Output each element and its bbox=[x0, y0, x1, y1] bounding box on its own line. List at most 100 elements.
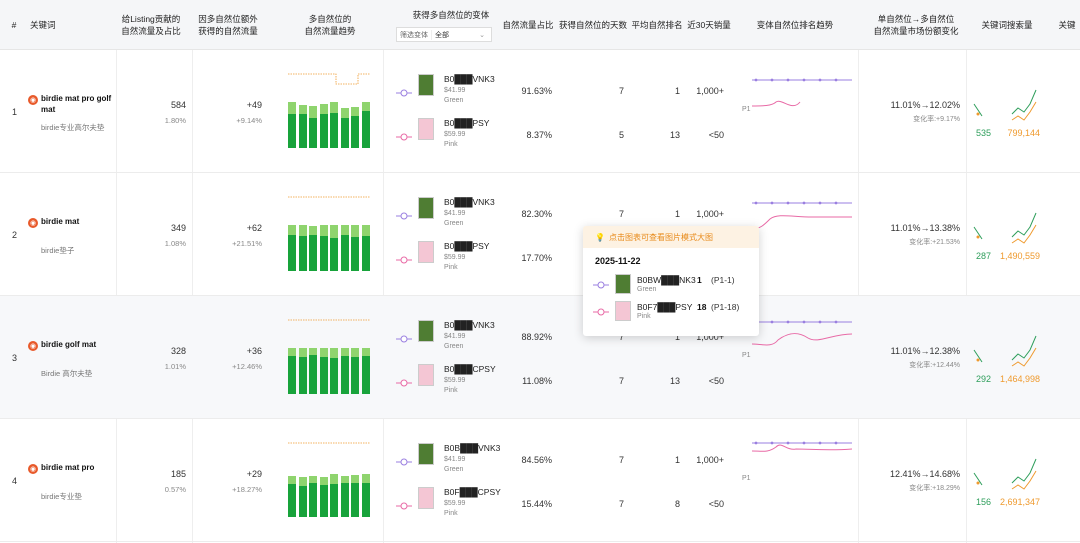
traffic-bar-chart[interactable] bbox=[288, 348, 370, 394]
chevron-down-icon: ⌄ bbox=[479, 31, 485, 39]
variant-share: 82.30% bbox=[521, 209, 552, 219]
variant-item[interactable]: B0███PSY $59.99 Pink bbox=[396, 118, 516, 158]
product-thumbnail[interactable] bbox=[418, 487, 434, 509]
variant-item[interactable]: B0███VNK3 $41.99 Green bbox=[396, 74, 516, 114]
variant-asin[interactable]: B0███PSY bbox=[444, 241, 490, 251]
variant-asin[interactable]: B0███VNK3 bbox=[444, 320, 495, 330]
extra-pct: +21.51% bbox=[232, 239, 262, 248]
share-change-value: 12.41%→14.68% bbox=[889, 469, 960, 479]
variant-color: Green bbox=[444, 97, 464, 104]
keyword-link[interactable]: birdie mat bbox=[41, 217, 80, 226]
tooltip-hint[interactable]: 💡 点击图表可查看图片模式大图 bbox=[583, 226, 759, 248]
variant-price: $41.99 bbox=[444, 456, 466, 463]
share-change-rate: 变化率:+18.29% bbox=[909, 485, 960, 492]
keyword-link[interactable]: birdie golf mat bbox=[41, 340, 97, 349]
col-share-change[interactable]: 单自然位→多自然位 自然流量市场份额变化 bbox=[873, 14, 959, 36]
product-thumbnail[interactable] bbox=[418, 443, 434, 465]
keyword-link[interactable]: birdie mat pro bbox=[41, 463, 95, 472]
traffic-bar bbox=[288, 102, 296, 148]
variant-days: 7 bbox=[618, 376, 624, 386]
keyword-translation: birdie垫子 bbox=[41, 246, 75, 255]
table-row[interactable]: 4 ◉ birdie mat pro birdie专业垫 185 0.57% +… bbox=[0, 419, 1080, 542]
col-avg-rank[interactable]: 平均自然排名 bbox=[631, 20, 683, 30]
product-thumbnail[interactable] bbox=[418, 197, 434, 219]
traffic-bar bbox=[288, 348, 296, 394]
traffic-bar bbox=[298, 348, 307, 394]
variant-asin[interactable]: B0███VNK3 bbox=[444, 197, 495, 207]
variant-share: 84.56% bbox=[521, 455, 552, 465]
variant-asin[interactable]: B0███PSY bbox=[444, 118, 490, 128]
col-sales30[interactable]: 近30天销量 bbox=[687, 20, 731, 30]
multi-trend-line bbox=[288, 442, 370, 444]
variant-share: 15.44% bbox=[521, 499, 552, 509]
product-thumbnail[interactable] bbox=[418, 241, 434, 263]
variant-asin[interactable]: B0███VNK3 bbox=[444, 74, 495, 84]
p1-axis-label: P1 bbox=[742, 475, 751, 482]
traffic-bar bbox=[319, 225, 328, 271]
product-thumbnail[interactable] bbox=[418, 320, 434, 342]
traffic-bar bbox=[340, 108, 349, 148]
variant-item[interactable]: B0B███VNK3 $41.99 Green bbox=[396, 443, 516, 483]
search-volume-orange: 799,144 bbox=[1007, 128, 1040, 138]
traffic-bar-chart[interactable] bbox=[288, 225, 370, 271]
keyword-translation: birdie专业垫 bbox=[41, 492, 82, 501]
keyword-translation: birdie专业高尔夫垫 bbox=[41, 123, 105, 132]
col-search-volume[interactable]: 关键词搜索量 bbox=[981, 20, 1033, 30]
col-extra-traffic[interactable]: 因多自然位额外 获得的自然流量 bbox=[198, 14, 258, 36]
col-idx: # bbox=[11, 20, 17, 30]
tooltip-date: 2025-11-22 bbox=[595, 256, 641, 266]
contrib-pct: 1.01% bbox=[164, 362, 186, 371]
keyword-translation: Birdie 高尔夫垫 bbox=[41, 369, 93, 378]
traffic-bar bbox=[319, 348, 328, 394]
variant-sales: <50 bbox=[708, 130, 724, 140]
traffic-bar bbox=[298, 477, 307, 517]
variant-item[interactable]: B0███VNK3 $41.99 Green bbox=[396, 320, 516, 360]
variant-sales: <50 bbox=[708, 376, 724, 386]
product-thumbnail[interactable] bbox=[418, 74, 434, 96]
table-row[interactable]: 3 ◉ birdie golf mat Birdie 高尔夫垫 328 1.01… bbox=[0, 296, 1080, 419]
product-thumbnail[interactable] bbox=[418, 118, 434, 140]
keyword-link[interactable]: birdie mat pro golf mat bbox=[41, 94, 112, 114]
keyword-badge-icon: ◉ bbox=[28, 218, 38, 228]
purple-line-marker-icon bbox=[396, 335, 412, 343]
col-keyword[interactable]: 关键词 bbox=[30, 20, 56, 30]
product-thumbnail bbox=[615, 301, 631, 321]
share-change-rate: 变化率:+9.17% bbox=[913, 116, 960, 123]
col-listing-contrib[interactable]: 给Listing贡献的 自然流量及占比 bbox=[121, 14, 181, 36]
variant-filter-select[interactable]: 筛选变体 全部 ⌄ bbox=[396, 27, 492, 42]
table-row[interactable]: 1 ◉ birdie mat pro golf mat birdie专业高尔夫垫… bbox=[0, 50, 1080, 173]
search-volume-orange: 1,490,559 bbox=[999, 251, 1040, 261]
variant-sales: 1,000+ bbox=[696, 332, 724, 342]
traffic-bar bbox=[298, 105, 307, 148]
variant-asin[interactable]: B0F███CPSY bbox=[444, 487, 501, 497]
variant-avg-rank: 1 bbox=[674, 86, 680, 96]
traffic-bar-chart[interactable] bbox=[288, 471, 370, 517]
p1-axis-label: P1 bbox=[742, 106, 751, 113]
variant-price: $41.99 bbox=[444, 333, 466, 340]
variant-asin[interactable]: B0B███VNK3 bbox=[444, 443, 501, 453]
col-share[interactable]: 自然流量占比 bbox=[502, 20, 554, 30]
search-volume-green: 287 bbox=[976, 251, 992, 261]
traffic-bar bbox=[309, 106, 318, 148]
variant-avg-rank: 1 bbox=[674, 332, 680, 342]
variant-item[interactable]: B0███PSY $59.99 Pink bbox=[396, 241, 516, 281]
col-days[interactable]: 获得自然位的天数 bbox=[558, 20, 627, 30]
traffic-bar-chart[interactable] bbox=[288, 102, 370, 148]
multi-trend-line bbox=[288, 73, 370, 85]
variant-item[interactable]: B0F███CPSY $59.99 Pink bbox=[396, 487, 516, 527]
contrib-value: 584 bbox=[170, 100, 186, 110]
traffic-bar bbox=[361, 474, 370, 517]
variant-sales: 1,000+ bbox=[696, 86, 724, 96]
variant-price: $59.99 bbox=[444, 377, 466, 384]
table-row[interactable]: 2 ◉ birdie mat birdie垫子 349 1.08% +62 +2… bbox=[0, 173, 1080, 296]
search-volume-orange: 2,691,347 bbox=[999, 497, 1040, 507]
multi-trend-line bbox=[288, 319, 370, 321]
variant-share: 8.37% bbox=[526, 130, 552, 140]
variant-asin[interactable]: B0███CPSY bbox=[444, 364, 496, 374]
variant-avg-rank: 1 bbox=[674, 455, 680, 465]
product-thumbnail[interactable] bbox=[418, 364, 434, 386]
col-variants: 获得多自然位的变体 bbox=[412, 10, 490, 20]
variant-item[interactable]: B0███VNK3 $41.99 Green bbox=[396, 197, 516, 237]
contrib-value: 328 bbox=[170, 346, 186, 356]
variant-item[interactable]: B0███CPSY $59.99 Pink bbox=[396, 364, 516, 404]
